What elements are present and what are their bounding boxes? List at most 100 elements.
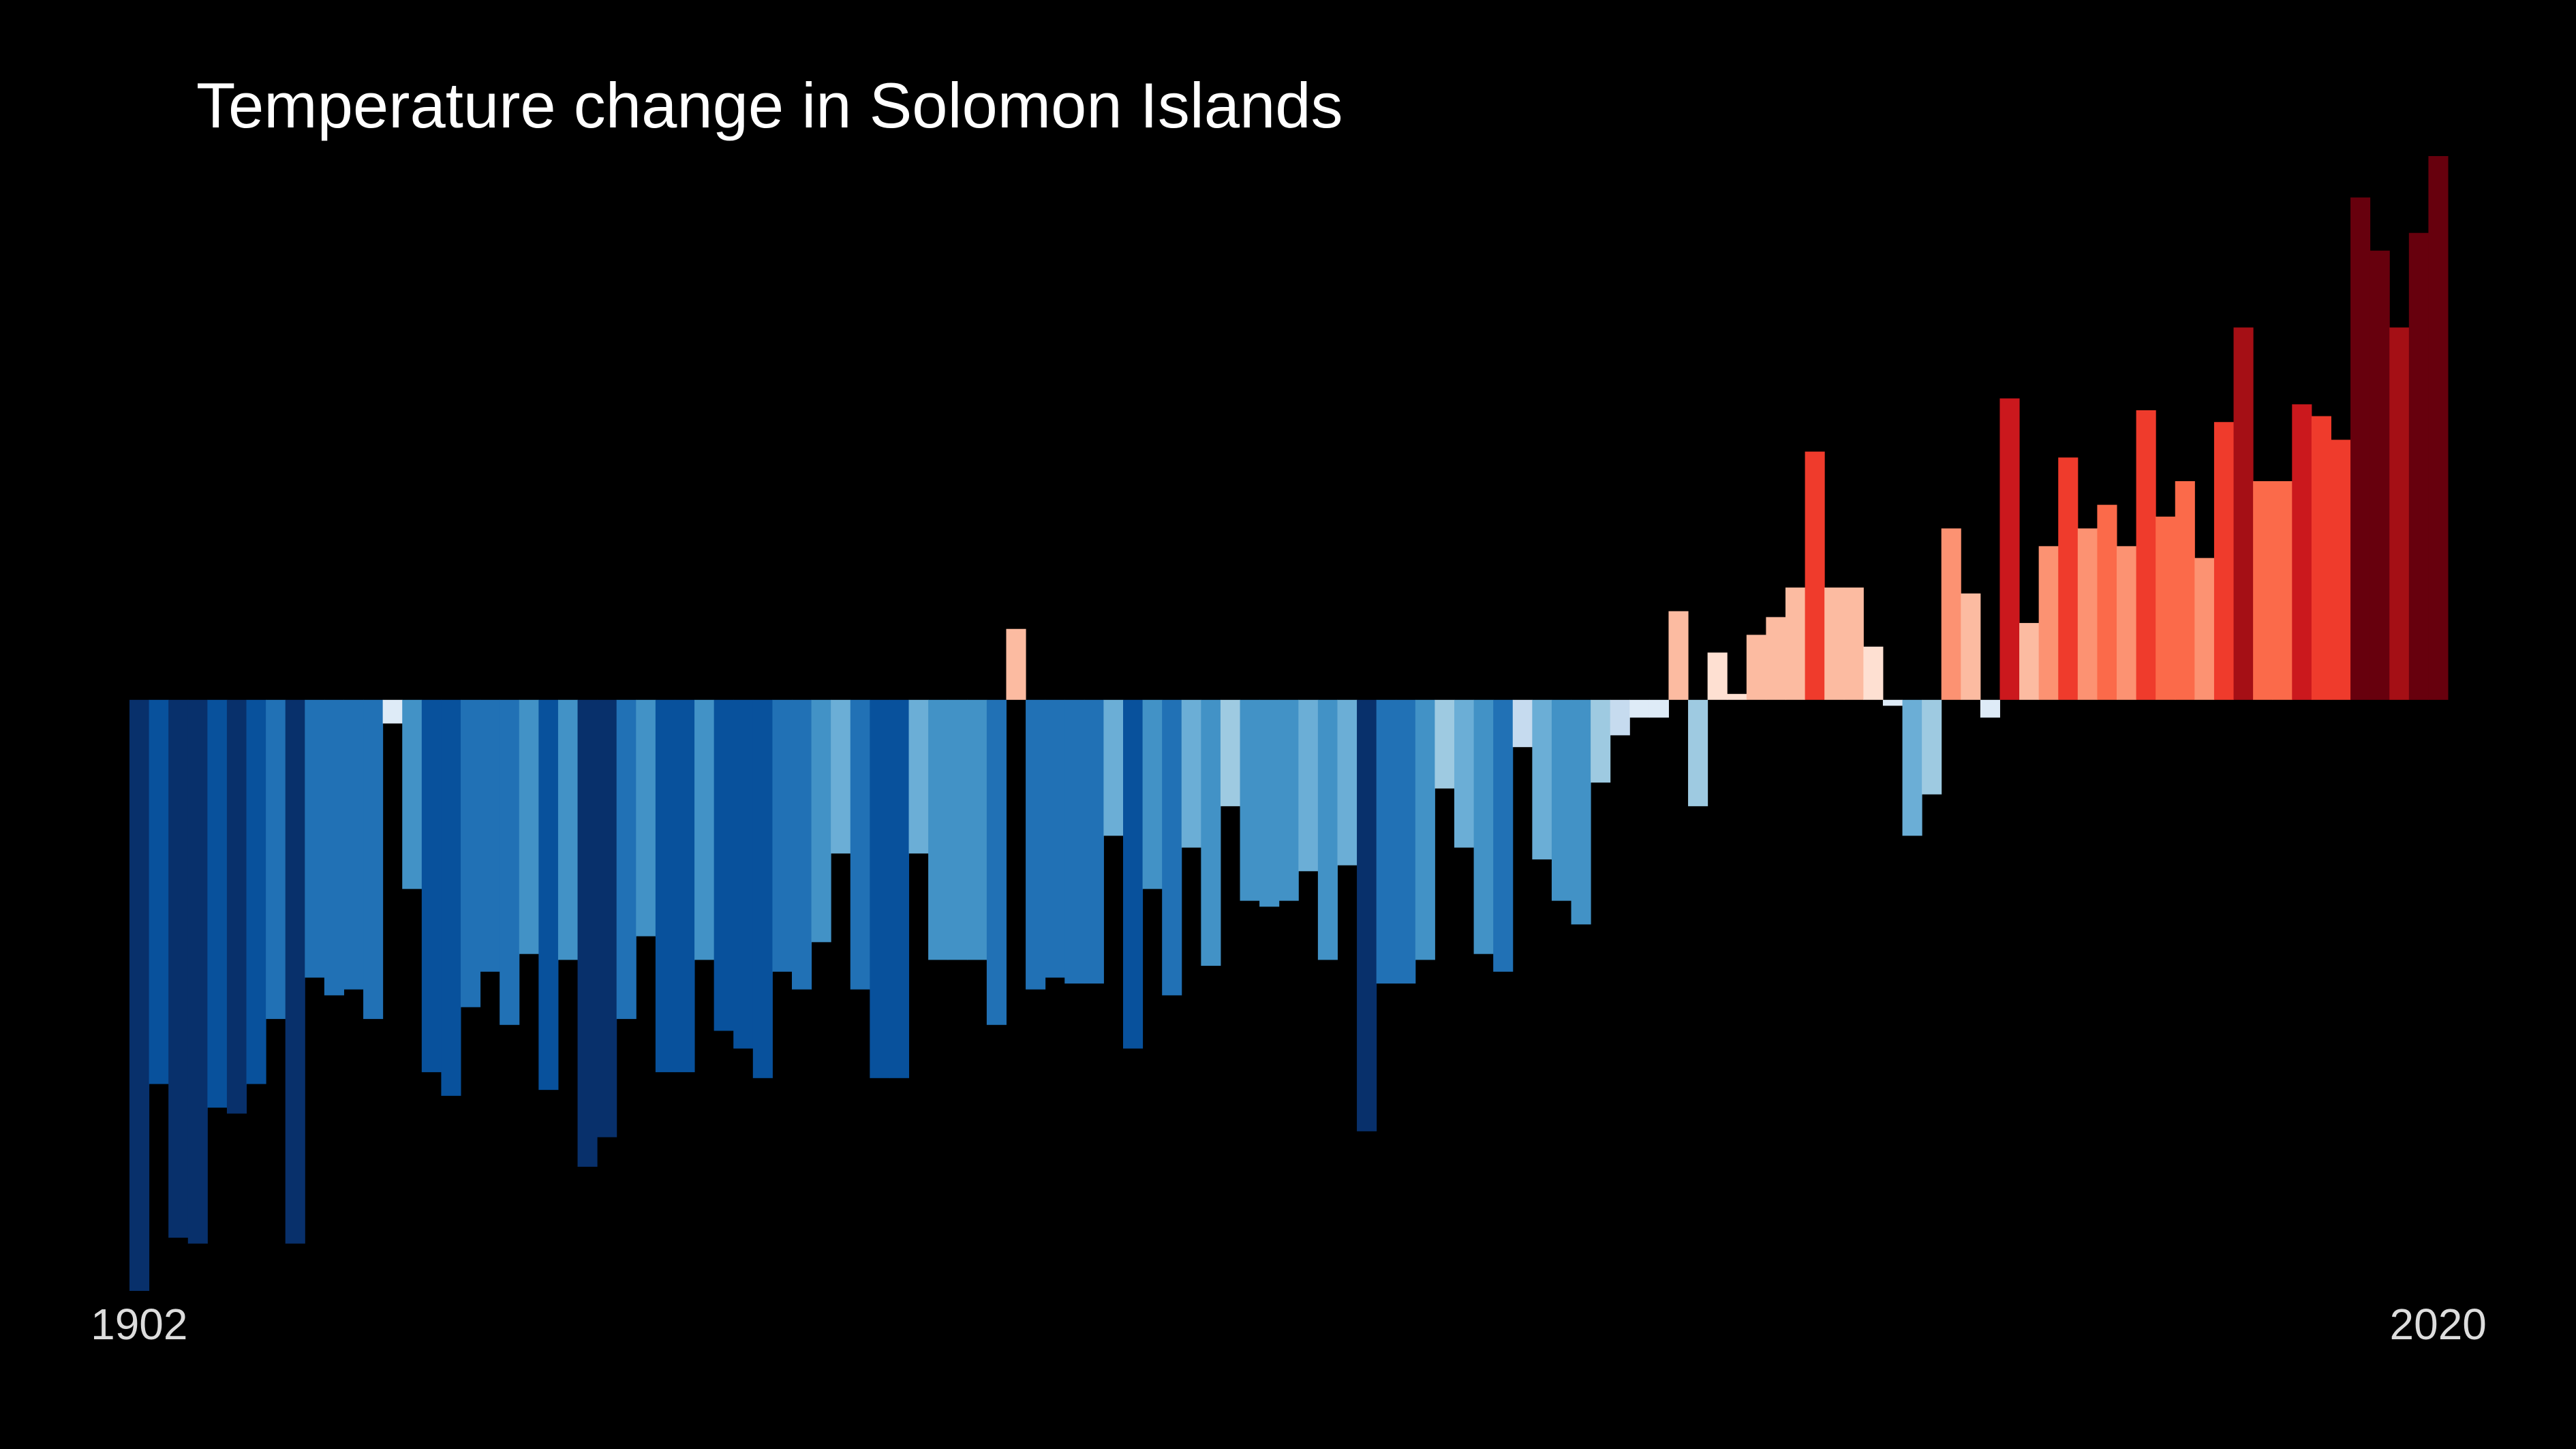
bar xyxy=(1922,699,1942,795)
bar xyxy=(538,699,559,1090)
bar xyxy=(1746,635,1766,700)
bar xyxy=(226,699,247,1114)
bar xyxy=(2194,558,2215,700)
bar xyxy=(1941,528,1961,700)
bar xyxy=(889,699,910,1078)
bar xyxy=(2350,197,2371,700)
bar xyxy=(2058,457,2079,700)
bar xyxy=(1045,699,1065,978)
bar xyxy=(1649,699,1669,718)
bar xyxy=(1357,699,1377,1131)
bar xyxy=(1006,628,1026,700)
bar xyxy=(285,699,305,1244)
bar xyxy=(557,699,579,960)
x-tick-label: 2020 xyxy=(2390,1300,2487,1349)
bar xyxy=(1824,588,1845,700)
bar xyxy=(2233,327,2254,700)
bar xyxy=(1201,699,1221,966)
chart-title: Temperature change in Solomon Islands xyxy=(196,70,1343,141)
bar xyxy=(1805,451,1825,700)
bar xyxy=(461,699,481,1007)
x-tick-label: 1902 xyxy=(91,1300,187,1349)
bar xyxy=(1220,699,1241,806)
bar xyxy=(1162,699,1182,996)
bar xyxy=(480,699,500,972)
bar xyxy=(831,699,851,854)
bar xyxy=(2136,410,2156,700)
bar xyxy=(207,699,228,1108)
bar xyxy=(1591,699,1611,783)
bar xyxy=(1512,699,1533,748)
bar xyxy=(421,699,442,1073)
bar xyxy=(2428,156,2449,700)
bar xyxy=(402,699,423,889)
bar xyxy=(2175,481,2195,700)
bar xyxy=(1181,699,1201,848)
bar xyxy=(1259,699,1280,907)
bar xyxy=(382,699,403,724)
bar xyxy=(2077,528,2098,700)
bar xyxy=(694,699,715,960)
bar xyxy=(1084,699,1104,984)
bar xyxy=(1766,617,1786,700)
bar xyxy=(792,699,812,990)
bar xyxy=(655,699,675,1073)
bar xyxy=(1103,699,1124,836)
bar xyxy=(967,699,987,960)
bar xyxy=(1026,699,1046,990)
bar xyxy=(2117,546,2137,700)
bar xyxy=(947,699,968,960)
bar xyxy=(616,699,637,1020)
bar xyxy=(1551,699,1572,901)
bar xyxy=(1610,699,1630,735)
bar xyxy=(1532,699,1552,859)
bar xyxy=(1396,699,1416,984)
bar xyxy=(714,699,734,1031)
bar xyxy=(500,699,520,1025)
bar xyxy=(2213,422,2235,700)
bar xyxy=(1843,588,1864,700)
bar xyxy=(675,699,695,1073)
bar xyxy=(1240,699,1260,901)
bar xyxy=(850,699,870,990)
bar xyxy=(2292,404,2312,700)
bar xyxy=(1473,699,1494,954)
bar xyxy=(577,699,598,1167)
bar xyxy=(2253,481,2273,700)
bar xyxy=(1863,646,1884,700)
bar xyxy=(441,699,461,1096)
bar xyxy=(246,699,266,1084)
bar xyxy=(1961,593,1981,700)
bar xyxy=(928,699,949,960)
bar xyxy=(187,699,208,1244)
bar xyxy=(2408,232,2429,700)
bar xyxy=(2331,440,2351,700)
bar xyxy=(1142,699,1163,889)
bar xyxy=(636,699,656,936)
bar xyxy=(1435,699,1455,789)
bar xyxy=(1571,699,1591,925)
bar xyxy=(1785,588,1806,700)
bar xyxy=(1999,398,2020,700)
bar xyxy=(343,699,364,990)
bar xyxy=(2389,327,2410,700)
bar xyxy=(1454,699,1475,848)
bar xyxy=(168,699,189,1238)
bar xyxy=(2311,416,2331,700)
bar xyxy=(1980,699,2000,718)
bar xyxy=(305,699,325,978)
bar xyxy=(772,699,793,972)
bar xyxy=(1337,699,1358,866)
bar xyxy=(1298,699,1319,872)
bar xyxy=(597,699,617,1138)
bar xyxy=(1902,699,1922,836)
bar xyxy=(1415,699,1435,960)
bar xyxy=(870,699,890,1078)
bar xyxy=(1123,699,1144,1049)
bar xyxy=(752,699,773,1078)
bar xyxy=(2370,250,2390,700)
bar xyxy=(1727,694,1747,700)
bar xyxy=(1668,611,1689,700)
